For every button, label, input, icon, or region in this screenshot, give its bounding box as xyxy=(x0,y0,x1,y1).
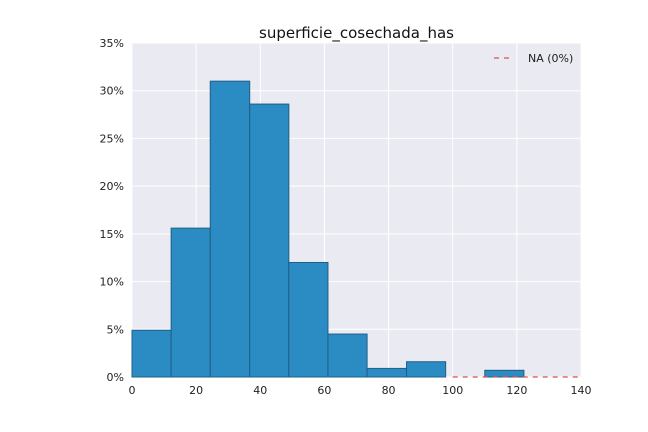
x-tick-label: 80 xyxy=(382,384,396,397)
y-tick-label: 0% xyxy=(107,371,124,384)
histogram-bar xyxy=(406,361,447,378)
y-tick-label: 25% xyxy=(100,132,124,145)
histogram-bar xyxy=(170,227,211,378)
y-tick-label: 5% xyxy=(107,323,124,336)
x-tick-label: 20 xyxy=(189,384,203,397)
legend: NA (0%) xyxy=(494,52,573,65)
y-tick-label: 10% xyxy=(100,276,124,289)
histogram-bar xyxy=(209,80,251,378)
x-tick-label: 140 xyxy=(571,384,592,397)
x-tick-label: 0 xyxy=(129,384,136,397)
histogram-bar xyxy=(366,367,408,378)
y-tick-label: 30% xyxy=(100,85,124,98)
histogram-bar xyxy=(131,329,172,378)
x-tick-label: 120 xyxy=(506,384,527,397)
histogram-bar xyxy=(249,103,290,378)
x-tick-label: 100 xyxy=(442,384,463,397)
histogram-bar xyxy=(484,369,525,378)
x-tick-label: 60 xyxy=(317,384,331,397)
y-tick-label: 20% xyxy=(100,180,124,193)
y-axis-ticks: 0% 5% 10% 15% 20% 25% 30% 35% xyxy=(100,37,124,384)
y-tick-label: 15% xyxy=(100,228,124,241)
bars-group xyxy=(131,80,525,378)
x-axis-ticks: 0 20 40 60 80 100 120 140 xyxy=(129,384,592,397)
x-tick-label: 40 xyxy=(253,384,267,397)
histogram-bar xyxy=(288,261,329,378)
chart-title: superficie_cosechada_has xyxy=(259,24,454,43)
histogram-bar xyxy=(327,333,368,378)
y-tick-label: 35% xyxy=(100,37,124,50)
legend-na-label: NA (0%) xyxy=(528,52,573,65)
